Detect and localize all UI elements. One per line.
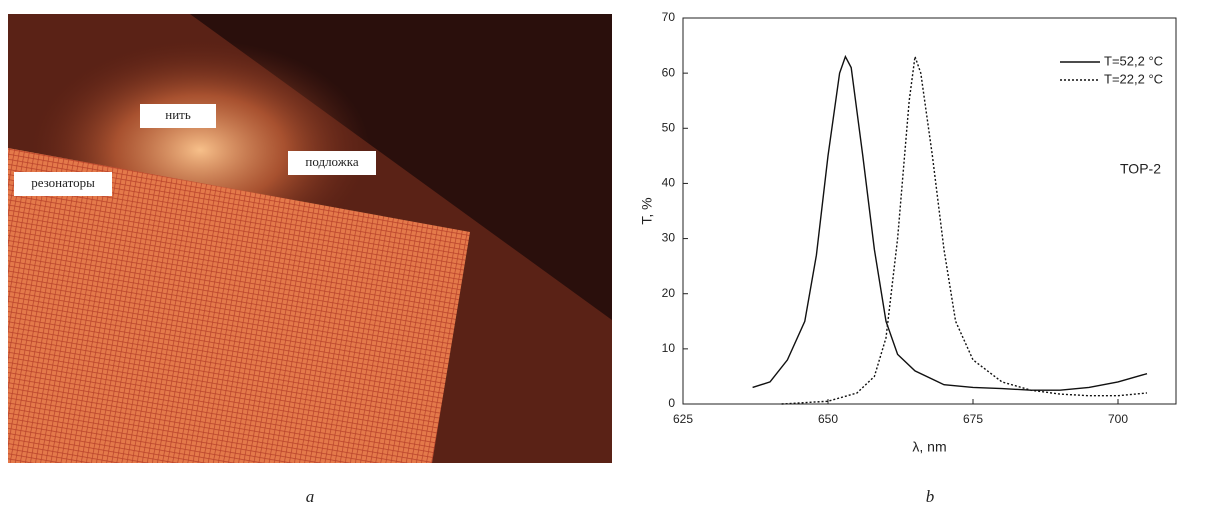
y-tick-label: 10 <box>662 341 676 355</box>
label-box <box>288 151 376 175</box>
x-tick-label: 700 <box>1108 412 1128 426</box>
line-series <box>781 56 1148 405</box>
legend-label: T=52,2 °C <box>1104 53 1163 68</box>
resonator-array <box>8 148 470 463</box>
photo-label: резонаторы <box>31 175 95 190</box>
label-box <box>140 104 216 128</box>
y-tick-label: 60 <box>662 65 676 79</box>
label-box <box>14 172 112 196</box>
plot-frame <box>682 17 1177 405</box>
y-tick-label: 50 <box>662 120 676 134</box>
legend-label: T=22,2 °C <box>1104 71 1163 86</box>
caption: a <box>306 487 315 506</box>
x-tick-label: 675 <box>963 412 983 426</box>
annotation: TOP-2 <box>1120 161 1161 177</box>
y-axis-label: T, % <box>639 197 655 224</box>
photo-label: нить <box>165 107 191 122</box>
y-tick-label: 70 <box>662 10 676 24</box>
line-series <box>752 54 1148 391</box>
x-tick-label: 650 <box>818 412 838 426</box>
y-tick-label: 0 <box>668 396 675 410</box>
x-axis-label: λ, nm <box>912 439 946 455</box>
x-tick-label: 625 <box>673 412 693 426</box>
y-tick-label: 40 <box>662 176 676 190</box>
y-tick-label: 30 <box>662 231 676 245</box>
y-tick-label: 20 <box>662 286 676 300</box>
photo-label: подложка <box>305 154 358 169</box>
caption: b <box>926 487 935 506</box>
photo: нить подложка резонаторы <box>8 14 612 463</box>
